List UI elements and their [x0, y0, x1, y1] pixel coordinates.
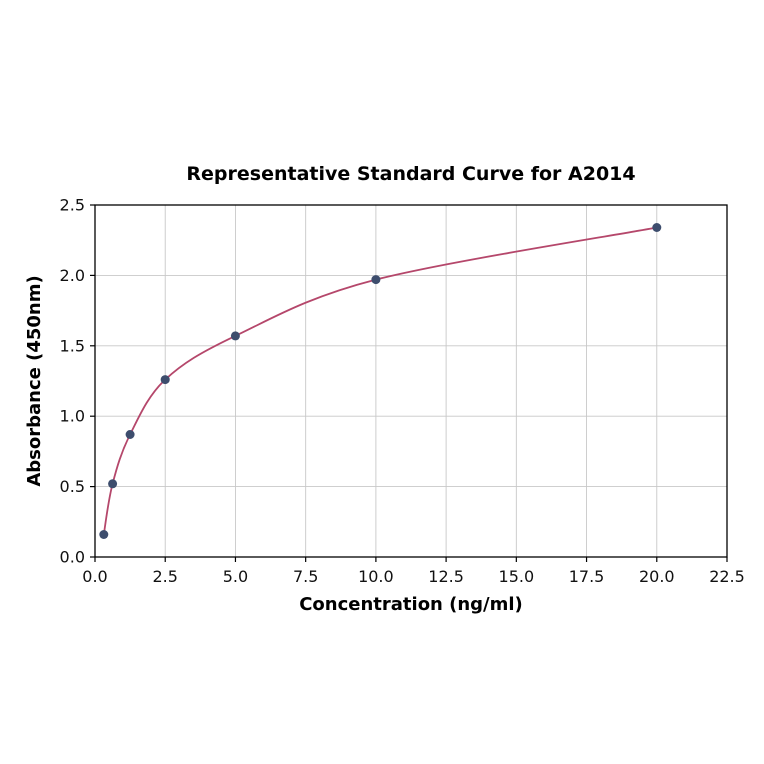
y-tick-label: 2.5 [60, 196, 85, 215]
data-point [652, 223, 662, 232]
data-point [230, 331, 240, 341]
y-tick-label: 1.5 [60, 336, 85, 355]
x-tick-label: 20.0 [639, 567, 675, 586]
data-point [108, 479, 118, 489]
y-tick-label: 1.0 [60, 407, 85, 426]
tick-layer: 0.0 2.5 5.0 7.5 10.0 12.5 15.0 17.5 20.0 22.5 0.0 0… [60, 196, 745, 587]
x-tick-label: 15.0 [499, 567, 535, 586]
x-tick-label: 10.0 [358, 567, 394, 586]
data-points-layer [99, 223, 662, 539]
x-axis-label: Concentration (ng/ml) [299, 594, 523, 615]
x-tick-label: 0.0 [82, 567, 107, 586]
y-tick-label: 0.5 [60, 477, 85, 496]
x-tick-label: 17.5 [569, 567, 605, 586]
y-axis-label: Absorbance (450nm) [24, 275, 45, 486]
y-tick-label: 2.0 [60, 266, 85, 285]
data-point [125, 430, 135, 439]
data-point [160, 375, 170, 385]
grid-layer [94, 204, 728, 558]
data-point [99, 530, 109, 539]
fit-curve [102, 226, 657, 535]
x-tick-label: 2.5 [152, 567, 177, 586]
x-tick-label: 5.0 [223, 567, 248, 586]
x-tick-label: 22.5 [709, 567, 745, 586]
chart-title: Representative Standard Curve for A2014 [186, 163, 635, 185]
y-tick-label: 0.0 [60, 548, 85, 567]
plot-border [94, 204, 728, 558]
data-point [371, 275, 381, 285]
x-tick-label: 12.5 [428, 567, 464, 586]
x-tick-label: 7.5 [293, 567, 318, 586]
